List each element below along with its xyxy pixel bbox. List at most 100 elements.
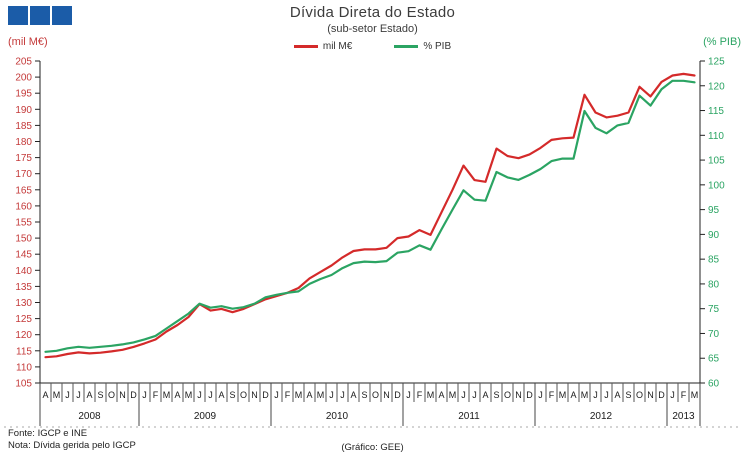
right-axis-tick-label: 70 [708,329,720,340]
month-label: J [593,390,598,400]
month-label: S [97,390,103,400]
right-axis-tick-label: 125 [708,57,725,68]
left-axis-tick-label: 135 [15,282,32,293]
month-label: A [482,390,488,400]
month-label: A [174,390,180,400]
month-label: D [658,390,665,400]
month-label: J [461,390,466,400]
month-label: M [317,390,325,400]
right-axis-tick-label: 90 [708,230,720,241]
month-label: J [208,390,213,400]
month-label: M [691,390,699,400]
month-label: F [285,390,291,400]
left-axis-tick-label: 195 [15,89,32,100]
month-label: N [647,390,654,400]
footer-grafico: (Gráfico: GEE) [341,442,404,453]
month-label: J [604,390,609,400]
left-axis-tick-label: 120 [15,330,32,341]
page-title: Dívida Direta do Estado [289,4,456,21]
month-label: O [636,390,643,400]
year-label: 2010 [326,411,349,422]
month-label: N [119,390,126,400]
legend-line-swatch-red [293,45,318,48]
left-axis-tick-label: 180 [15,137,32,148]
month-label: F [153,390,159,400]
month-label: J [142,390,147,400]
left-axis-tick-label: 145 [15,250,32,261]
month-label: J [65,390,70,400]
left-axis-tick-label: 185 [15,121,32,132]
left-axis-tick-label: 160 [15,201,32,212]
footer-fonte: Fonte: IGCP e INE [8,428,88,439]
legend-label-mil-me: mil M€ [322,41,353,52]
month-label: M [163,390,171,400]
month-label: M [581,390,589,400]
month-label: D [394,390,401,400]
month-label: F [681,390,687,400]
series-line-mil-me [44,72,696,359]
right-axis-tick-label: 105 [708,156,725,167]
month-label: S [229,390,235,400]
left-axis-tick-label: 190 [15,105,32,116]
month-label: A [86,390,92,400]
logo-square [52,6,72,25]
month-label: J [406,390,411,400]
right-axis-unit-label: (% PIB) [703,36,741,48]
year-label: 2008 [78,411,101,422]
month-label: M [185,390,193,400]
logo [8,6,72,25]
month-label: S [361,390,367,400]
legend-item-mil-me: mil M€ [293,41,353,52]
footer-source: Fonte: IGCP e INE Nota: Dívida gerida pe… [8,428,136,452]
right-axis-tick-label: 95 [708,205,720,216]
month-label: A [438,390,444,400]
left-axis-tick-label: 175 [15,153,32,164]
month-label: J [340,390,345,400]
left-axis-tick-label: 155 [15,218,32,229]
left-axis-tick-label: 150 [15,234,32,245]
month-label: N [251,390,258,400]
legend-line-swatch-green [394,45,419,48]
month-label: F [417,390,423,400]
month-label: A [614,390,620,400]
month-label: A [570,390,576,400]
month-label: F [549,390,555,400]
right-axis-tick-label: 100 [708,180,725,191]
month-label: J [274,390,279,400]
right-axis-tick-label: 80 [708,279,720,290]
month-label: J [472,390,477,400]
month-label: A [42,390,48,400]
left-axis-tick-label: 170 [15,169,32,180]
year-label: 2009 [194,411,217,422]
left-axis-tick-label: 130 [15,298,32,309]
left-axis-unit-label: (mil M€) [8,36,48,48]
right-axis-tick-label: 110 [708,131,724,142]
left-axis-tick-label: 165 [15,185,32,196]
left-axis-tick-label: 105 [15,379,32,390]
right-axis-tick-label: 85 [708,255,720,266]
month-label: O [504,390,511,400]
left-axis-tick-label: 115 [16,346,32,357]
logo-square [30,6,50,25]
month-label: M [295,390,303,400]
right-axis-tick-label: 120 [708,81,725,92]
month-label: A [350,390,356,400]
month-label: J [197,390,202,400]
legend-item-pib: % PIB [394,41,451,52]
month-label: S [625,390,631,400]
legend: mil M€ % PIB [0,41,745,52]
year-label: 2013 [672,411,695,422]
year-label: 2012 [590,411,613,422]
month-label: M [559,390,567,400]
month-label: J [329,390,334,400]
month-label: A [218,390,224,400]
legend-label-pib: % PIB [423,41,452,52]
left-axis-tick-label: 140 [15,266,32,277]
left-axis-tick-label: 200 [15,73,32,84]
logo-square [8,6,28,25]
month-label: M [53,390,61,400]
month-label: O [372,390,379,400]
footer-nota: Nota: Dívida gerida pelo IGCP [8,440,136,451]
page-subtitle: (sub-setor Estado) [327,23,418,35]
